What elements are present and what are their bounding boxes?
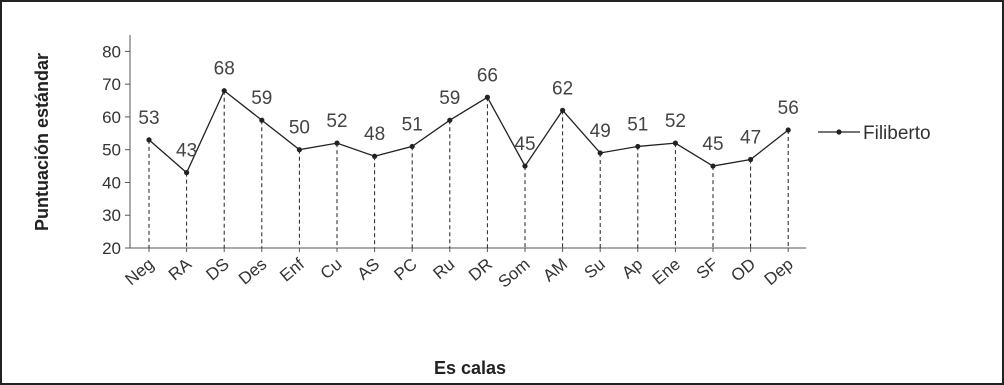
y-tick-label: 30 [102, 206, 121, 225]
data-label: 62 [552, 78, 573, 99]
data-point [259, 117, 265, 123]
data-point [672, 140, 679, 146]
data-label: 51 [402, 114, 423, 135]
y-tick-label: 20 [102, 239, 121, 258]
y-tick-label: 70 [102, 75, 121, 94]
data-point [484, 94, 490, 100]
data-label: 59 [439, 88, 460, 109]
data-point [372, 153, 378, 159]
data-point [522, 163, 528, 169]
legend-marker [836, 129, 842, 135]
data-label: 51 [627, 114, 648, 135]
data-point [560, 107, 566, 113]
data-label: 47 [740, 128, 761, 149]
data-label: 68 [214, 59, 235, 80]
data-point [184, 170, 190, 176]
data-label: 48 [364, 124, 385, 145]
data-point [748, 156, 754, 163]
y-tick-label: 60 [102, 108, 121, 127]
x-axis-title: Es calas [434, 358, 506, 378]
series-line-filiberto [148, 89, 789, 174]
data-label: 59 [251, 88, 272, 109]
data-label: 66 [477, 65, 498, 86]
data-point [296, 147, 302, 153]
y-tick-label: 50 [102, 141, 121, 160]
data-label: 50 [289, 118, 310, 139]
y-tick-label: 40 [102, 173, 121, 192]
data-point [785, 127, 791, 133]
data-point [146, 137, 152, 143]
data-point [221, 88, 227, 94]
data-label: 45 [702, 134, 723, 155]
data-point [710, 163, 716, 169]
data-point [447, 117, 453, 123]
data-label: 49 [590, 121, 611, 142]
legend-label: Filiberto [863, 123, 931, 144]
data-point [409, 143, 415, 150]
data-label: 56 [778, 98, 799, 119]
data-label: 45 [514, 134, 535, 155]
y-axis-title: Puntuación estándar [32, 53, 52, 231]
data-label: 43 [176, 141, 197, 162]
data-label: 52 [665, 111, 686, 132]
data-point [334, 140, 340, 146]
data-label: 53 [138, 108, 159, 129]
y-tick-label: 80 [102, 42, 121, 61]
data-point [597, 150, 603, 156]
data-point [635, 143, 641, 150]
data-label: 52 [326, 111, 347, 132]
